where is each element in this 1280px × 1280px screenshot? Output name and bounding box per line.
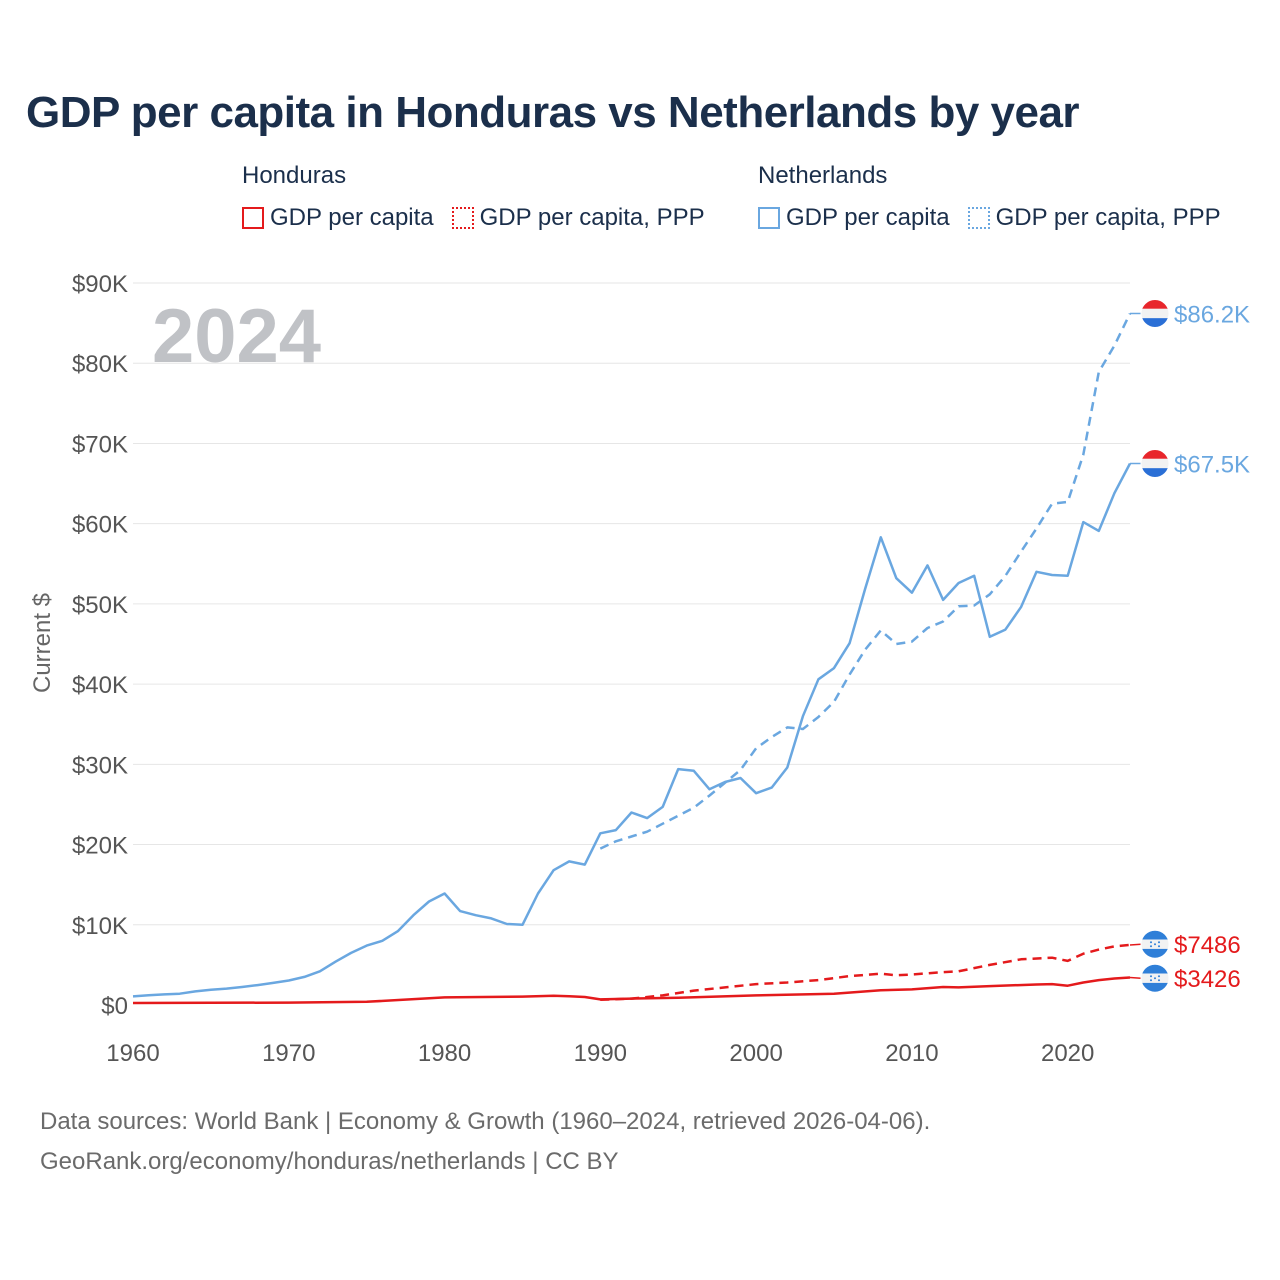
flag-star	[1158, 941, 1160, 944]
footer-credit[interactable]: GeoRank.org/economy/honduras/netherlands…	[40, 1148, 619, 1175]
x-tick-label: 1970	[262, 1040, 315, 1067]
y-tick-label: $90K	[72, 271, 128, 298]
end-value-label: $3426	[1174, 966, 1241, 993]
legend-swatch-solid	[242, 207, 264, 229]
legend-group-honduras: Honduras GDP per capita GDP per capita, …	[242, 162, 723, 232]
flag-stripe-white	[1141, 308, 1169, 319]
legend-item-netherlands-gdp-ppp[interactable]: GDP per capita, PPP	[967, 204, 1221, 232]
flag-outline	[1140, 449, 1170, 478]
flag-star	[1154, 977, 1156, 980]
flag-stripe-blue	[1141, 468, 1169, 478]
legend-label: GDP per capita, PPP	[995, 204, 1221, 231]
chart-title: GDP per capita in Honduras vs Netherland…	[26, 88, 1080, 137]
flag-stripe-blue	[1141, 964, 1169, 974]
end-connector	[1129, 943, 1142, 946]
legend-group-netherlands: Netherlands GDP per capita GDP per capit…	[758, 162, 1239, 232]
x-tick-label: 2020	[1041, 1040, 1094, 1067]
x-tick-label: 1990	[574, 1040, 627, 1067]
flag-star	[1150, 975, 1152, 978]
honduras-flag-icon	[1141, 964, 1169, 993]
honduras-flag-icon	[1141, 930, 1169, 959]
y-tick-label: $30K	[72, 752, 128, 779]
y-tick-label: $60K	[72, 512, 128, 539]
flag-star	[1158, 975, 1160, 978]
year-label: 2024	[152, 294, 321, 379]
y-tick-label: $40K	[72, 672, 128, 699]
legend-swatch-dotted	[967, 207, 990, 229]
flag-stripe-red	[1141, 449, 1169, 459]
legend-group-name: Netherlands	[758, 162, 888, 189]
flag-outline	[1140, 929, 1170, 959]
end-value-label: $7486	[1174, 932, 1241, 959]
series-line-honduras-gdp	[132, 976, 1131, 1005]
flag-star	[1150, 979, 1152, 982]
flag-star	[1150, 945, 1152, 948]
legend-item-honduras-gdp-ppp[interactable]: GDP per capita, PPP	[451, 204, 705, 232]
series-line-netherlands-gdp	[132, 462, 1132, 998]
legend-label: GDP per capita, PPP	[479, 204, 705, 231]
x-tick-label: 1960	[106, 1040, 159, 1067]
flag-stripe-red	[1141, 299, 1169, 309]
y-tick-label: $20K	[72, 833, 128, 860]
netherlands-flag-icon	[1141, 299, 1169, 328]
series-line-honduras-ppp	[600, 943, 1131, 1002]
footer-sources: Data sources: World Bank | Economy & Gro…	[40, 1108, 931, 1135]
x-tick-label: 2000	[729, 1040, 782, 1067]
flag-stripe-white	[1141, 458, 1169, 469]
flag-outline	[1140, 298, 1170, 328]
y-tick-label: $10K	[72, 913, 128, 940]
flag-star	[1150, 941, 1152, 944]
legend-swatch-solid	[758, 207, 780, 229]
legend-item-honduras-gdp[interactable]: GDP per capita	[242, 204, 434, 232]
flag-star	[1158, 945, 1160, 948]
flag-stripe-blue	[1141, 318, 1169, 328]
flag-star	[1158, 979, 1160, 982]
x-tick-label: 2010	[885, 1040, 938, 1067]
legend-swatch-dotted	[451, 207, 474, 229]
flag-star	[1154, 943, 1156, 946]
flag-stripe-blue	[1141, 948, 1169, 959]
flag-stripe-blue	[1141, 930, 1169, 940]
series-line-netherlands-ppp	[599, 312, 1132, 850]
legend-label: GDP per capita	[270, 204, 434, 231]
y-tick-label: $80K	[72, 351, 128, 378]
x-tick-label: 1980	[418, 1040, 471, 1067]
netherlands-flag-icon	[1141, 449, 1169, 478]
end-value-label: $86.2K	[1174, 301, 1250, 328]
flag-outline	[1140, 963, 1170, 993]
y-axis-label: Current $	[29, 593, 56, 693]
end-value-label: $67.5K	[1174, 452, 1250, 479]
flag-stripe-blue	[1141, 982, 1169, 993]
y-tick-label: $50K	[72, 592, 128, 619]
y-tick-label: $70K	[72, 431, 128, 458]
end-connector	[1129, 976, 1142, 979]
y-tick-label: $0	[101, 993, 128, 1020]
legend-label: GDP per capita	[786, 204, 950, 231]
legend-item-netherlands-gdp[interactable]: GDP per capita	[758, 204, 950, 232]
legend-group-name: Honduras	[242, 162, 347, 189]
